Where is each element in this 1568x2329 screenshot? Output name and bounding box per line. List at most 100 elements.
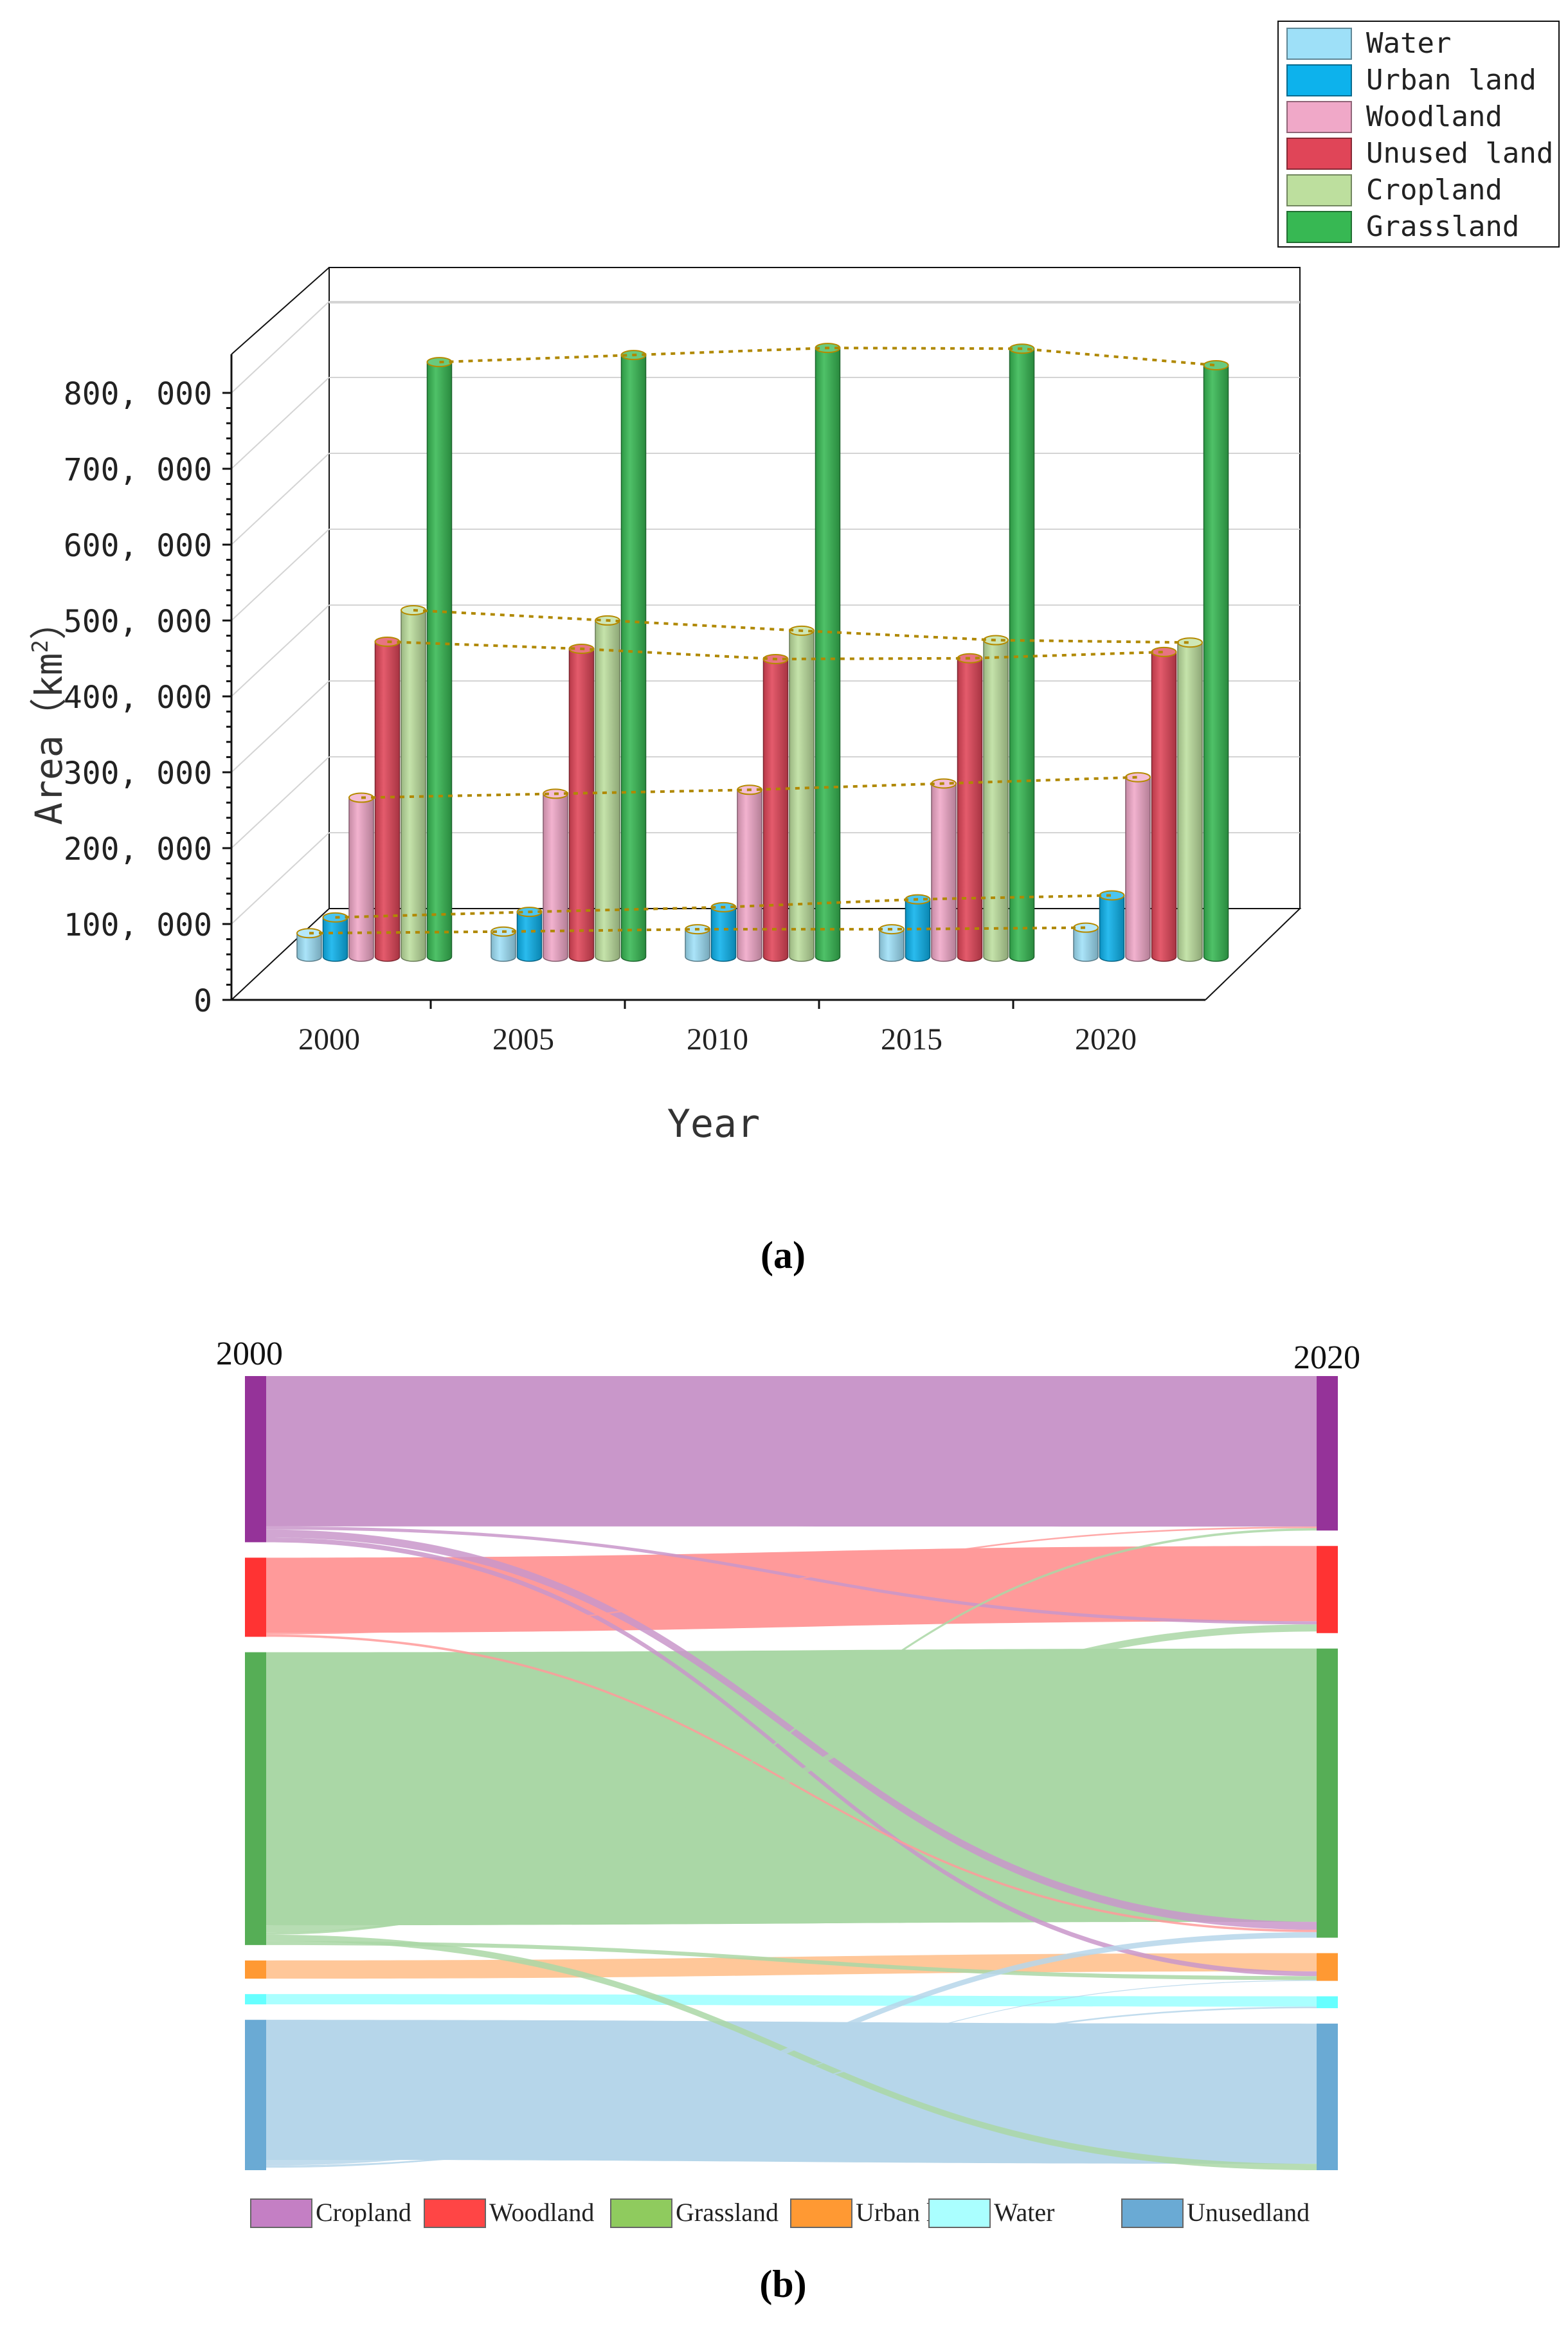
sankey-link-water-to-water	[266, 1994, 1317, 2007]
sankey-link-grassland-to-woodland	[266, 1624, 1317, 1933]
bar-unused-land-2005	[568, 644, 595, 962]
sankey-legend-swatch-urban-land	[790, 2198, 852, 2228]
bar-grassland-2020	[1203, 360, 1229, 962]
sankey-node-2000-water	[245, 1994, 266, 2005]
bar-unused-land-2010	[762, 653, 789, 962]
sankey-node-2020-water	[1317, 1996, 1338, 2009]
trend-line-urban-land	[335, 894, 1112, 919]
sankey-node-2000-cropland	[245, 1376, 266, 1543]
sankey-nodes	[245, 1376, 1338, 2170]
y-tick-label-0: 0	[194, 983, 212, 1019]
sankey-link-grassland-to-cropland	[266, 1528, 1317, 1935]
y-tick-label-8: 800, 000	[64, 376, 212, 412]
bar-water-2020	[1073, 922, 1099, 962]
ylabel-superscript: 2	[28, 640, 53, 653]
bar-woodland-2005	[543, 788, 568, 962]
chart-a-y-axis-title: Area（km2）	[27, 603, 71, 825]
bar-water-2010	[685, 924, 710, 962]
floor-outline	[231, 908, 1302, 1001]
bar-woodland-2020	[1125, 772, 1151, 962]
bar-water-2000	[296, 928, 322, 962]
bar-urban-land-2010	[710, 902, 737, 962]
chart-a-trend-lines	[309, 347, 1216, 935]
sankey-link-unused-land-to-urban-land	[266, 1980, 1317, 2168]
chart-a-axes	[222, 354, 1205, 1009]
chart-a-y-tick-labels: 0 100, 000 200, 000 300, 000 400, 000 500, 00…	[64, 376, 212, 1019]
legend-swatch-urban-land	[1286, 64, 1352, 96]
sankey-legend-swatch-grassland	[610, 2198, 672, 2228]
legend-swatch-cropland	[1286, 174, 1352, 206]
y-tick-label-7: 700, 000	[64, 452, 212, 488]
trend-line-grassland	[439, 347, 1216, 367]
sankey-link-woodland-to-cropland	[266, 1527, 1317, 1635]
trend-line-woodland	[361, 775, 1139, 799]
legend-label-grassland: Grassland	[1366, 210, 1519, 243]
sankey-legend-label-grassland: Grassland	[676, 2198, 779, 2227]
sankey-legend-label-water: Water	[994, 2198, 1055, 2227]
sankey-legend-swatch-water	[928, 2198, 991, 2228]
sankey-node-2020-unused-land	[1317, 2024, 1338, 2170]
gridline-side-8	[231, 301, 330, 394]
bar-grassland-2005	[620, 350, 647, 962]
sankey-link-unused-land-to-grassland	[266, 1932, 1317, 2166]
x-tick-label-2015: 2015	[881, 1022, 942, 1056]
ylabel-end: ）	[27, 603, 71, 640]
bar-unused-land-2000	[374, 637, 401, 962]
sankey-node-2020-grassland	[1317, 1648, 1338, 1938]
gridline-side-6	[231, 453, 330, 545]
sankey-right-year-label: 2020	[1293, 1339, 1360, 1376]
sankey-links	[266, 1376, 1317, 2170]
legend-swatch-grassland	[1286, 211, 1352, 243]
sankey-legend-label-cropland: Cropland	[316, 2198, 411, 2227]
x-tick-label-2000: 2000	[298, 1022, 360, 1056]
legend-label-woodland: Woodland	[1366, 100, 1502, 133]
sankey-link-woodland-to-grassland	[266, 1634, 1317, 1932]
chart-a-frame	[231, 267, 1302, 1001]
bar-cropland-2010	[789, 625, 815, 962]
legend-label-unused-land: Unused land	[1366, 137, 1553, 170]
trend-line-unused-land	[387, 640, 1164, 660]
sankey-link-unused-land-to-unused-land	[266, 2020, 1317, 2164]
legend-label-cropland: Cropland	[1366, 174, 1502, 206]
legend-label-water: Water	[1366, 27, 1451, 60]
sankey-left-year-label: 2000	[216, 1336, 283, 1372]
x-tick-label-2010: 2010	[687, 1022, 748, 1056]
sankey-node-2000-urban-land	[245, 1960, 266, 1979]
bar-cropland-2005	[595, 615, 620, 962]
gridline-side-1	[231, 832, 330, 925]
sankey-node-2020-woodland	[1317, 1546, 1338, 1633]
bar-unused-land-2015	[957, 653, 983, 962]
sankey-link-grassland-to-urban-land	[266, 1941, 1317, 1980]
chart-a-x-tick-labels: 2000 2005 2010 2015 2020	[298, 1022, 1137, 1056]
sankey-legend: Cropland Woodland Grassland Urban land Water…	[250, 2198, 1310, 2228]
bar-grassland-2015	[1009, 343, 1035, 962]
bar-urban-land-2005	[516, 907, 543, 962]
bar-cropland-2020	[1177, 637, 1203, 962]
sankey-legend-label-unused-land: Unusedland	[1187, 2198, 1310, 2227]
panel-a-bar-chart: 0 100, 000 200, 000 300, 000 400, 000 500, 00…	[27, 21, 1560, 1276]
sankey-link-cropland-to-cropland	[266, 1376, 1317, 1527]
legend-label-urban-land: Urban land	[1366, 64, 1536, 96]
trend-line-cropland	[413, 609, 1191, 644]
gridline-side-3	[231, 680, 330, 773]
bar-woodland-2015	[931, 778, 957, 962]
bar-woodland-2010	[737, 784, 762, 962]
panel-label-b: (b)	[759, 2263, 806, 2305]
ylabel-base: Area（km	[27, 653, 71, 825]
side-wall-top-edge	[231, 267, 330, 355]
bar-grassland-2000	[426, 357, 453, 962]
sankey-link-grassland-to-unused-land	[266, 1934, 1317, 2170]
sankey-link-unused-land-to-water	[266, 2006, 1317, 2168]
sankey-legend-swatch-unused-land	[1121, 2198, 1184, 2228]
sankey-legend-swatch-woodland	[424, 2198, 486, 2228]
y-tick-label-6: 600, 000	[64, 528, 212, 564]
bar-urban-land-2020	[1099, 890, 1125, 962]
bar-cropland-2015	[983, 635, 1009, 962]
sankey-link-cropland-to-grassland	[266, 1529, 1317, 1930]
sankey-node-2000-grassland	[245, 1652, 266, 1945]
gridline-side-7	[231, 377, 330, 469]
bar-unused-land-2020	[1151, 646, 1177, 962]
sankey-node-2020-urban-land	[1317, 1953, 1338, 1981]
sankey-link-woodland-to-woodland	[266, 1546, 1317, 1633]
